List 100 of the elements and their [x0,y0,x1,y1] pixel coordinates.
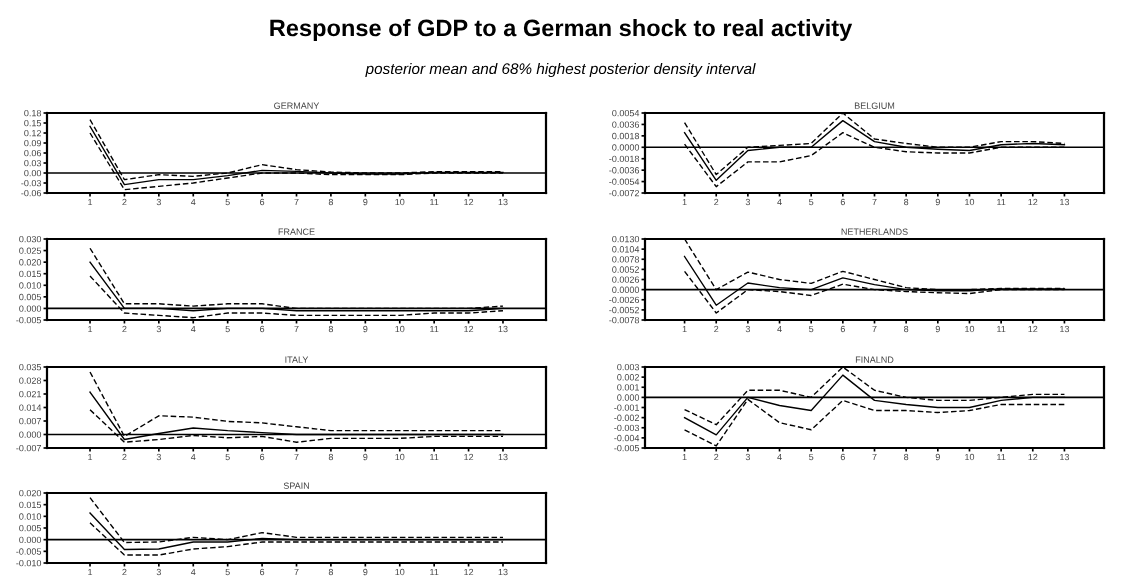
y-tick-label: 0.0018 [612,132,640,140]
x-tick-label: 9 [363,198,368,206]
y-tick-label: 0.0104 [612,246,640,253]
y-tick-label: 0.0036 [612,121,640,128]
y-tick-label: -0.0018 [609,155,640,163]
x-tick-label: 6 [260,568,265,576]
x-tick-label: 10 [395,453,405,461]
y-tick-label: -0.0052 [609,306,639,314]
x-tick-label: 2 [122,198,127,206]
y-tick-label: 0.010 [19,513,42,520]
y-tick-label: 0.00 [24,169,42,177]
x-tick-label: 6 [260,198,265,206]
x-tick-label: 6 [840,198,845,206]
chart-title: BELGIUM [854,102,895,109]
x-tick-label: 8 [328,568,334,576]
x-tick-label: 12 [464,453,474,461]
x-tick-label: 2 [714,198,719,206]
x-tick-label: 13 [498,198,508,206]
y-tick-label: 0.020 [19,489,42,497]
y-tick-label: -0.0078 [609,316,640,324]
y-tick-label: 0.002 [617,374,639,381]
x-tick-label: 8 [328,198,334,206]
x-tick-label: 9 [363,568,368,576]
y-tick-label: -0.003 [614,424,640,432]
x-tick-label: 6 [260,325,265,333]
x-tick-label: 1 [682,198,687,206]
x-tick-label: 8 [328,453,334,461]
y-tick-label: 0.000 [617,394,640,401]
x-tick-label: 13 [498,568,508,576]
y-tick-label: 0.0026 [612,276,640,283]
x-tick-label: 1 [88,325,93,333]
y-tick-label: 0.000 [19,305,42,312]
x-tick-label: 9 [935,453,940,461]
y-tick-label: 0.0078 [612,256,640,263]
y-tick-label: -0.005 [614,444,640,452]
y-tick-label: -0.004 [614,434,640,442]
chart-title: NETHERLANDS [841,228,908,235]
x-tick-label: 11 [997,325,1006,333]
y-tick-label: 0.12 [24,129,41,137]
x-tick-label: 5 [809,198,814,206]
y-tick-label: 0.001 [617,384,640,391]
x-tick-label: 11 [430,568,439,576]
x-tick-label: 7 [294,568,299,576]
x-tick-label: 7 [872,198,877,206]
x-tick-label: 1 [88,568,93,576]
y-tick-label: 0.09 [24,139,42,147]
x-tick-label: 3 [156,198,161,206]
x-tick-label: 7 [872,325,877,333]
chart-title: ITALY [285,356,309,363]
y-tick-label: 0.0000 [612,144,640,151]
y-tick-label: 0.003 [617,363,640,371]
chart-title: FRANCE [278,228,315,235]
x-tick-label: 10 [965,198,975,206]
x-tick-label: 7 [294,198,299,206]
y-tick-label: 0.005 [19,293,42,301]
x-tick-label: 4 [190,198,196,206]
x-tick-label: 5 [225,568,230,576]
x-tick-label: 10 [395,325,405,333]
x-tick-label: 11 [430,198,439,206]
y-tick-label: -0.001 [614,404,640,411]
x-tick-label: 10 [965,453,975,461]
x-tick-label: 4 [190,325,196,333]
x-tick-label: 4 [777,325,782,333]
x-tick-label: 9 [935,325,940,333]
x-tick-label: 13 [1060,325,1070,333]
y-tick-label: 0.005 [19,524,42,532]
x-tick-label: 5 [809,325,814,333]
y-tick-label: -0.005 [16,316,42,324]
chart-title: GERMANY [274,102,320,109]
x-tick-label: 3 [156,453,161,461]
y-tick-label: 0.0054 [612,109,640,117]
y-tick-label: 0.000 [19,536,42,544]
x-tick-label: 1 [682,325,687,333]
y-tick-label: -0.010 [16,559,42,567]
x-tick-label: 7 [294,453,299,461]
y-tick-label: 0.18 [24,109,42,117]
x-tick-label: 2 [714,453,719,461]
x-tick-label: 5 [225,325,230,333]
x-tick-label: 5 [225,453,230,461]
y-tick-label: -0.007 [16,444,41,452]
y-tick-label: 0.15 [24,119,42,127]
y-tick-label: 0.014 [19,404,42,411]
x-tick-label: 9 [363,453,368,461]
x-tick-label: 3 [156,325,161,333]
x-tick-label: 1 [88,198,93,206]
x-tick-label: 4 [777,198,782,206]
y-tick-label: -0.005 [16,548,42,555]
y-tick-label: -0.002 [614,414,639,421]
x-tick-label: 7 [294,325,299,333]
y-tick-label: -0.0026 [609,296,640,304]
x-tick-label: 1 [682,453,687,461]
y-tick-label: 0.028 [19,377,42,384]
y-tick-label: 0.030 [19,235,42,243]
x-tick-label: 3 [156,568,161,576]
y-tick-label: 0.0052 [612,266,639,273]
x-tick-label: 12 [464,568,474,576]
y-tick-label: 0.06 [24,149,42,157]
x-tick-label: 6 [260,453,265,461]
x-tick-label: 3 [745,325,750,333]
y-tick-label: 0.015 [19,501,42,509]
